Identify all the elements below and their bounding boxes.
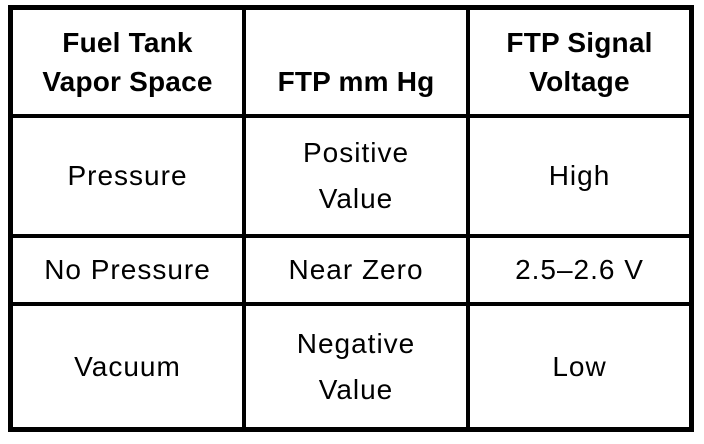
header-cell-fuel-tank-vapor-space: Fuel Tank Vapor Space: [13, 10, 246, 118]
ftp-sensor-table: Fuel Tank Vapor Space FTP mm Hg FTP Sign…: [8, 5, 694, 432]
header-cell-ftp-signal-voltage: FTP Signal Voltage: [470, 10, 689, 118]
header-text-line: FTP mm Hg: [277, 66, 435, 97]
cell-text-line: 2.5–2.6 V: [515, 254, 644, 285]
cell-text-line: Value: [318, 183, 394, 214]
cell-text-line: High: [548, 160, 611, 191]
cell-row3-vapor-space: Vacuum: [13, 306, 246, 427]
cell-row3-signal-voltage: Low: [470, 306, 689, 427]
cell-text-line: Vacuum: [74, 350, 181, 382]
cell-text-line: No Pressure: [44, 254, 211, 285]
header-text-line: FTP Signal: [506, 27, 653, 58]
cell-text-line: Positive: [302, 137, 410, 168]
cell-text-line: Low: [552, 350, 607, 382]
cell-row2-vapor-space: No Pressure: [13, 238, 246, 306]
cell-text-line: Near Zero: [288, 254, 424, 285]
header-text-line: Fuel Tank: [62, 27, 193, 58]
cell-row1-signal-voltage: High: [470, 118, 689, 238]
cell-row3-ftp-mm-hg: Negative Value: [246, 306, 470, 427]
header-text-line: Voltage: [529, 66, 630, 97]
cell-row2-ftp-mm-hg: Near Zero: [246, 238, 470, 306]
cell-text-line: Negative: [296, 327, 416, 359]
cell-text-line: Value: [318, 373, 394, 405]
cell-row2-signal-voltage: 2.5–2.6 V: [470, 238, 689, 306]
cell-text-line: Pressure: [67, 160, 188, 191]
cell-row1-vapor-space: Pressure: [13, 118, 246, 238]
header-text-line: Vapor Space: [42, 66, 213, 97]
cell-row1-ftp-mm-hg: Positive Value: [246, 118, 470, 238]
header-cell-ftp-mm-hg: FTP mm Hg: [246, 10, 470, 118]
